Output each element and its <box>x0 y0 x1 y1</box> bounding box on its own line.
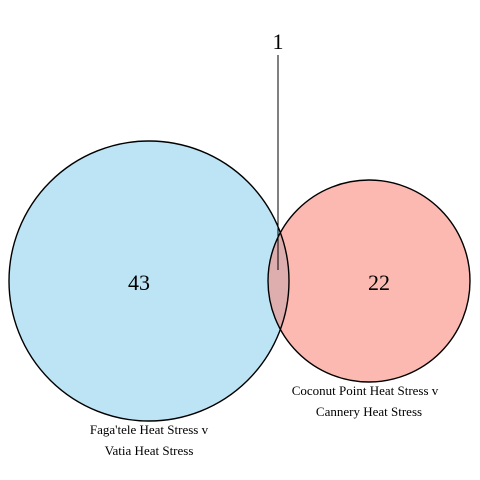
set-b-label-line1: Coconut Point Heat Stress v <box>292 383 439 398</box>
overlap-count: 1 <box>273 29 284 54</box>
set-a-label-line1: Faga'tele Heat Stress v <box>90 422 209 437</box>
set-a-label-line2: Vatia Heat Stress <box>105 443 194 458</box>
set-b-circle <box>268 180 470 382</box>
set-b-count: 22 <box>368 270 390 295</box>
set-b-outline <box>267 179 471 383</box>
set-a-outline <box>8 140 290 422</box>
set-a-circle <box>9 141 289 421</box>
set-b-label-line2: Cannery Heat Stress <box>316 404 422 419</box>
set-a-count: 43 <box>128 270 150 295</box>
